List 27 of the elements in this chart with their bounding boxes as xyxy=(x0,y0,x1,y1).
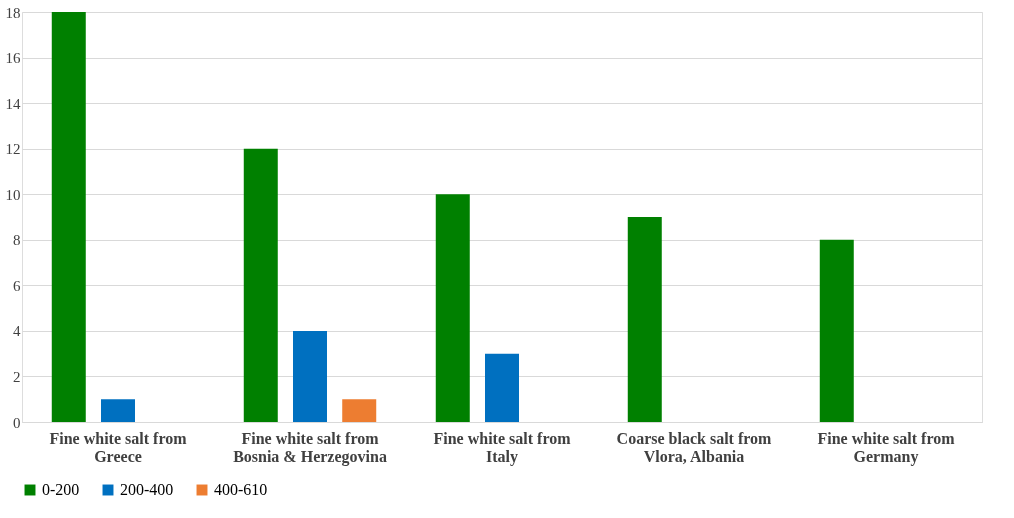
y-tick-label: 0 xyxy=(13,414,21,431)
bar xyxy=(819,239,854,422)
bar xyxy=(627,217,662,422)
legend-label: 0-200 xyxy=(42,481,80,498)
y-tick-label: 10 xyxy=(5,186,21,203)
bar xyxy=(485,353,519,422)
x-tick-label: Fine white salt from Bosnia & Herzegovina xyxy=(233,429,387,466)
legend-label: 200-400 xyxy=(120,481,174,498)
y-tick-label: 12 xyxy=(5,141,21,158)
y-tick-label: 8 xyxy=(13,232,21,249)
x-tick-label: Fine white salt from Italy xyxy=(433,429,572,466)
x-tick-label: Coarse black salt from Vlora, Albania xyxy=(616,429,773,465)
y-tick-label: 4 xyxy=(13,323,21,340)
x-tick-label: Fine white salt from Greece xyxy=(49,429,188,465)
y-tick-label: 14 xyxy=(5,95,21,112)
bar xyxy=(51,12,86,422)
legend-label: 400-610 xyxy=(214,481,268,498)
bar xyxy=(243,148,278,422)
y-tick-label: 2 xyxy=(13,368,21,385)
y-tick-label: 6 xyxy=(13,277,21,294)
bar xyxy=(293,330,327,422)
bar xyxy=(342,399,377,422)
y-tick-label: 16 xyxy=(5,50,21,67)
y-tick-label: 18 xyxy=(5,4,21,21)
bar xyxy=(101,399,135,422)
bar xyxy=(435,194,470,422)
x-tick-label: Fine white salt from Germany xyxy=(817,429,956,466)
